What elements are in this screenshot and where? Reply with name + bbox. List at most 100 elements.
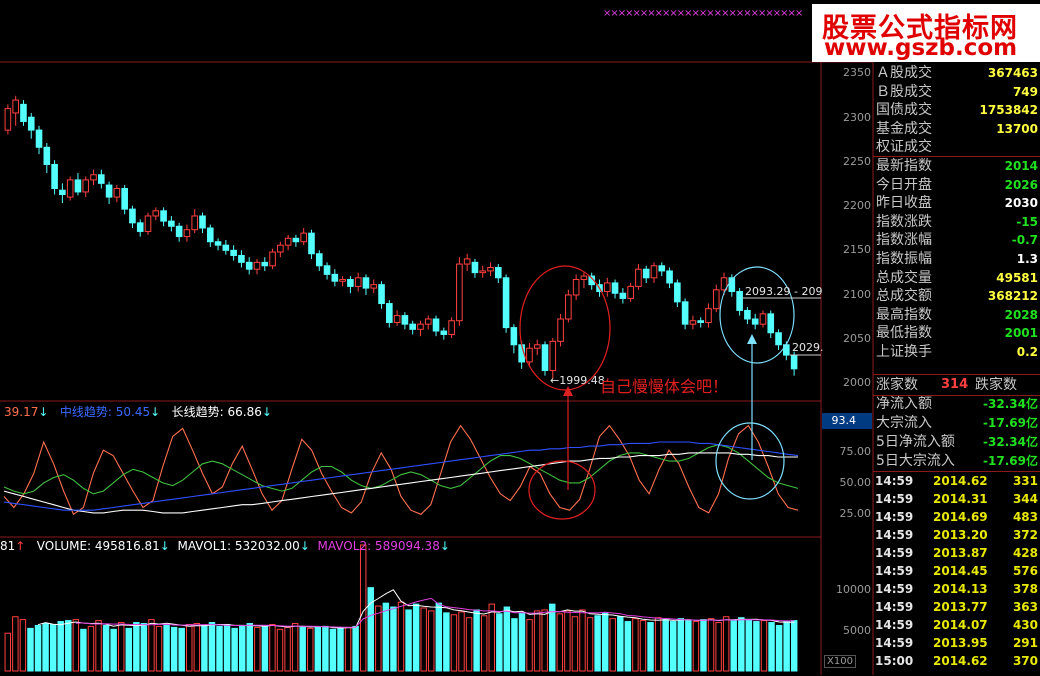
volume-bar [155, 625, 163, 672]
volume-bar [753, 621, 760, 672]
candle-body [66, 179, 74, 198]
tick-row[interactable]: 14:59 2013.77 363 [873, 598, 1040, 616]
flow-row: 净流入额 -32.34亿 [873, 395, 1040, 413]
volume-bar [594, 615, 601, 672]
volume-bar [526, 619, 533, 672]
info-row: 指数涨跌 -15 [873, 213, 1040, 231]
candle-body [526, 347, 533, 363]
candle-body [689, 320, 697, 325]
info-row: 总成交额 368212 [873, 287, 1040, 305]
tick-time: 14:59 [875, 618, 914, 632]
candle-body [393, 315, 401, 323]
volume-bar [639, 620, 647, 672]
tick-time: 14:59 [875, 564, 914, 578]
candle-body [736, 291, 743, 311]
candle-body [580, 275, 588, 281]
info-row: 指数振幅 1.3 [873, 250, 1040, 268]
volume-bar [246, 623, 253, 672]
tick-row[interactable]: 15:00 2014.62 370 [873, 652, 1040, 670]
volume-bar [80, 628, 87, 672]
osc-axis-25: 25.00 [839, 507, 872, 520]
info-label: 最新指数 [876, 158, 932, 174]
volume-bar [4, 632, 12, 672]
volume-bar [87, 625, 95, 672]
flow-label: 大宗流入 [876, 415, 932, 431]
price-axis-2200: 2200 [843, 199, 871, 212]
tick-row[interactable]: 14:59 2013.87 428 [873, 544, 1040, 562]
candle-body [565, 294, 572, 320]
logo-url: www.gszb.com [824, 35, 1018, 61]
volume-bar [632, 618, 639, 672]
vol-prefix: 81 [0, 539, 16, 553]
volume-bar [49, 623, 57, 672]
tick-row[interactable]: 14:59 2014.62 331 [873, 472, 1040, 490]
volume-bar [685, 620, 692, 672]
price-axis-2050: 2050 [843, 332, 871, 345]
candle-body [183, 229, 191, 238]
volume-bar [541, 609, 548, 672]
candle-body [269, 251, 276, 267]
volume-bar [19, 619, 27, 672]
tick-row[interactable]: 14:59 2014.07 430 [873, 616, 1040, 634]
info-label: 指数涨跌 [876, 213, 932, 230]
volume-bar [745, 619, 753, 672]
volume-bar [42, 623, 49, 672]
candle-body [658, 265, 666, 272]
volume-bar [738, 617, 745, 672]
candle-body [370, 284, 378, 289]
candle-body [168, 220, 175, 227]
tick-price: 2014.69 [933, 510, 988, 524]
tick-volume: 331 [1012, 474, 1038, 488]
info-label: 基金成交 [876, 120, 932, 137]
flow-value: -17.69亿 [983, 416, 1038, 430]
candle-body [175, 225, 183, 238]
candle-body [214, 241, 222, 246]
high-range-label: 2093.29 - 209 [745, 285, 823, 298]
info-value: 13700 [996, 121, 1038, 136]
volume-bar [609, 618, 616, 672]
tick-row[interactable]: 14:59 2014.69 483 [873, 508, 1040, 526]
volume-bar [291, 623, 299, 672]
tick-row[interactable]: 14:59 2014.13 378 [873, 580, 1040, 598]
volume-bar [216, 625, 223, 672]
volume-bar [496, 613, 503, 672]
candle-body [12, 99, 19, 114]
candle-body [456, 263, 463, 322]
up-count-value: 314 [941, 377, 969, 392]
volume-bar [601, 612, 609, 672]
candle-body [152, 210, 160, 217]
volume-bar [458, 611, 465, 672]
info-row: 指数涨幅 -0.7 [873, 231, 1040, 249]
volume-bar [65, 620, 72, 672]
tick-row[interactable]: 14:59 2013.20 372 [873, 526, 1040, 544]
candle-body [160, 210, 167, 222]
tick-row[interactable]: 14:59 2013.95 291 [873, 634, 1040, 652]
candlestick-series [4, 95, 798, 380]
volume-bar [102, 624, 110, 672]
candle-body [681, 301, 689, 325]
flow-row: 5日大宗流入 -17.69亿 [873, 452, 1040, 470]
tick-price: 2014.07 [933, 618, 988, 632]
volume-bar [617, 616, 624, 672]
candle-body [90, 174, 97, 181]
volume-bar [201, 624, 208, 672]
tick-row[interactable]: 14:59 2014.45 576 [873, 562, 1040, 580]
volume-bar [533, 610, 541, 672]
flow-value: -32.34亿 [983, 397, 1038, 411]
volume-bar [790, 620, 798, 672]
volume-bar [488, 603, 495, 672]
site-logo: 股票公式指标网 www.gszb.com [812, 4, 1040, 62]
tick-list[interactable]: 14:59 2014.62 331 14:59 2014.31 344 14:59 2014.… [873, 471, 1040, 676]
candle-body [51, 163, 58, 189]
info-value: -15 [1016, 214, 1038, 229]
tick-row[interactable]: 14:59 2014.31 344 [873, 490, 1040, 508]
price-axis-2000: 2000 [843, 376, 871, 389]
candle-body [121, 187, 128, 210]
price-axis-2350: 2350 [843, 66, 871, 79]
osc-axis-highlight: 93.4 [831, 414, 857, 427]
osc-high-circle [715, 422, 785, 500]
candle-body [253, 261, 261, 270]
flow-label: 5日净流入额 [876, 434, 955, 450]
